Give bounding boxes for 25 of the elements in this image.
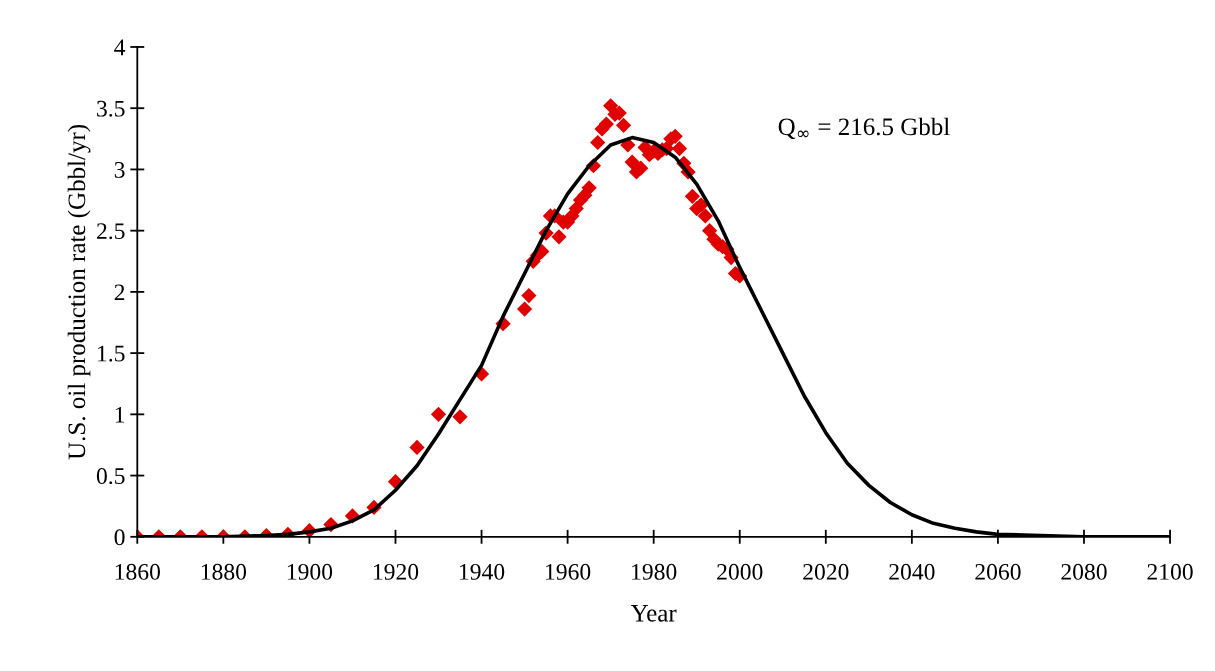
- y-tick-label: 2: [114, 284, 125, 301]
- x-tick-label: 1900: [287, 563, 333, 580]
- y-tick-label: 0: [114, 529, 125, 546]
- y-tick-label: 1.5: [98, 345, 125, 362]
- x-tick-label: 2040: [889, 563, 935, 580]
- y-tick-label: 3: [114, 161, 125, 178]
- x-tick-label: 2060: [975, 563, 1021, 580]
- x-tick-label: 2100: [1147, 563, 1193, 580]
- x-tick-label: 1860: [115, 563, 161, 580]
- y-tick-label: 0.5: [96, 468, 125, 485]
- x-axis-title: Year: [630, 605, 677, 622]
- x-tick-label: 1920: [373, 563, 419, 580]
- y-tick-label: 4: [114, 39, 126, 56]
- annotation: Q$_{∞}$ = 216.5 Gbbl: [778, 117, 950, 140]
- x-tick-label: 2020: [803, 563, 849, 580]
- y-tick-label: 3.5: [97, 100, 125, 117]
- x-tick-label: 2000: [717, 563, 763, 580]
- x-tick-label: 1880: [201, 563, 247, 580]
- x-tick-label: 1960: [546, 563, 591, 580]
- x-tick-label: 1980: [632, 563, 677, 580]
- y-axis-title: U.S. oil production rate (Gbbl/yr): [67, 124, 91, 460]
- y-tick-label: 1: [115, 406, 125, 423]
- x-tick-label: 1940: [460, 563, 505, 580]
- x-tick-label: 2080: [1061, 563, 1107, 580]
- y-tick-label: 2.5: [97, 223, 125, 240]
